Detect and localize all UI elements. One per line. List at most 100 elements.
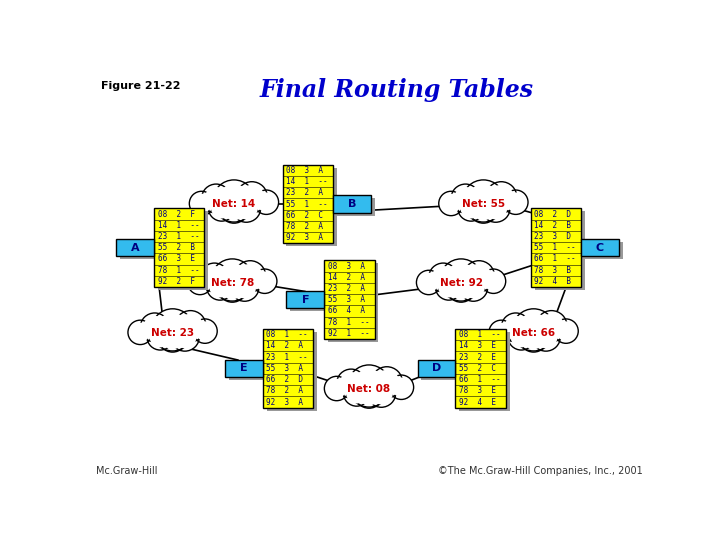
- FancyBboxPatch shape: [535, 211, 585, 290]
- Text: 55  3  A: 55 3 A: [266, 364, 303, 373]
- Ellipse shape: [436, 274, 462, 300]
- Text: 23  2  E: 23 2 E: [459, 353, 496, 362]
- Text: 23  1  --: 23 1 --: [266, 353, 308, 362]
- Text: 08  3  A: 08 3 A: [286, 166, 323, 175]
- Text: 23  2  A: 23 2 A: [286, 188, 323, 197]
- Text: Net: 92: Net: 92: [440, 278, 482, 288]
- Ellipse shape: [374, 370, 400, 395]
- Ellipse shape: [460, 197, 482, 219]
- Ellipse shape: [232, 193, 261, 222]
- Ellipse shape: [392, 377, 411, 397]
- Ellipse shape: [536, 310, 567, 342]
- Ellipse shape: [458, 194, 485, 221]
- Text: 92  3  A: 92 3 A: [286, 233, 323, 242]
- Text: 14  2  A: 14 2 A: [328, 273, 365, 282]
- Ellipse shape: [238, 264, 263, 289]
- Ellipse shape: [438, 191, 463, 215]
- Ellipse shape: [354, 380, 384, 408]
- Text: Net: 55: Net: 55: [462, 199, 505, 209]
- Ellipse shape: [462, 180, 505, 222]
- FancyBboxPatch shape: [154, 208, 204, 287]
- Text: 66  1  --: 66 1 --: [534, 254, 576, 264]
- Ellipse shape: [202, 184, 230, 213]
- Ellipse shape: [210, 276, 230, 298]
- Ellipse shape: [340, 372, 363, 395]
- Text: Net: 66: Net: 66: [512, 328, 555, 338]
- Ellipse shape: [208, 194, 235, 221]
- Ellipse shape: [444, 263, 478, 297]
- Ellipse shape: [451, 184, 480, 213]
- Ellipse shape: [128, 320, 153, 345]
- Text: F: F: [302, 295, 309, 305]
- Ellipse shape: [504, 316, 527, 339]
- Ellipse shape: [467, 184, 500, 218]
- Ellipse shape: [221, 276, 244, 299]
- Ellipse shape: [158, 323, 187, 352]
- Ellipse shape: [348, 365, 390, 407]
- FancyBboxPatch shape: [328, 264, 379, 342]
- FancyBboxPatch shape: [290, 294, 328, 312]
- Ellipse shape: [463, 261, 495, 292]
- Ellipse shape: [492, 322, 511, 342]
- Ellipse shape: [431, 266, 455, 289]
- Text: 92  4  B: 92 4 B: [534, 277, 571, 286]
- Ellipse shape: [506, 192, 526, 212]
- Ellipse shape: [522, 326, 545, 349]
- Text: 66  1  --: 66 1 --: [459, 375, 500, 384]
- Ellipse shape: [143, 316, 166, 339]
- Text: 55  1  --: 55 1 --: [286, 200, 328, 208]
- Ellipse shape: [161, 326, 184, 349]
- Text: Net: 23: Net: 23: [151, 328, 194, 338]
- Ellipse shape: [327, 379, 346, 399]
- FancyBboxPatch shape: [581, 239, 619, 256]
- Ellipse shape: [324, 376, 349, 401]
- Ellipse shape: [454, 187, 477, 210]
- Ellipse shape: [204, 187, 228, 210]
- Ellipse shape: [508, 323, 535, 350]
- Text: E: E: [240, 363, 248, 373]
- Text: 78  3  B: 78 3 B: [534, 266, 571, 275]
- Ellipse shape: [217, 184, 251, 218]
- Ellipse shape: [190, 273, 210, 292]
- Text: A: A: [131, 243, 140, 253]
- Ellipse shape: [503, 190, 528, 214]
- FancyBboxPatch shape: [229, 362, 267, 380]
- Ellipse shape: [416, 271, 441, 295]
- Ellipse shape: [203, 266, 226, 289]
- Ellipse shape: [235, 197, 258, 219]
- Ellipse shape: [207, 274, 233, 300]
- Text: Net: 08: Net: 08: [348, 384, 390, 394]
- Ellipse shape: [501, 313, 530, 342]
- Ellipse shape: [192, 194, 212, 213]
- Ellipse shape: [337, 369, 366, 398]
- Ellipse shape: [195, 321, 215, 341]
- Ellipse shape: [449, 276, 472, 299]
- Ellipse shape: [239, 185, 264, 210]
- Ellipse shape: [253, 269, 277, 293]
- Ellipse shape: [189, 191, 214, 215]
- Ellipse shape: [462, 275, 485, 299]
- FancyBboxPatch shape: [324, 260, 374, 339]
- FancyBboxPatch shape: [120, 242, 158, 259]
- Ellipse shape: [235, 261, 266, 292]
- Text: 66  2  C: 66 2 C: [286, 211, 323, 220]
- Ellipse shape: [485, 181, 517, 213]
- FancyBboxPatch shape: [531, 208, 581, 287]
- Ellipse shape: [513, 309, 555, 351]
- Text: 55  1  --: 55 1 --: [534, 243, 576, 252]
- Text: 14  2  A: 14 2 A: [266, 341, 303, 350]
- FancyBboxPatch shape: [116, 239, 154, 256]
- FancyBboxPatch shape: [287, 291, 324, 308]
- Ellipse shape: [178, 314, 203, 339]
- Ellipse shape: [230, 272, 259, 301]
- Ellipse shape: [469, 194, 498, 223]
- Ellipse shape: [140, 313, 169, 342]
- Ellipse shape: [467, 264, 492, 289]
- Ellipse shape: [357, 382, 381, 406]
- Text: 14  3  E: 14 3 E: [459, 341, 496, 350]
- Ellipse shape: [428, 263, 458, 292]
- Ellipse shape: [222, 197, 246, 220]
- FancyBboxPatch shape: [225, 360, 263, 377]
- Text: 14  1  --: 14 1 --: [286, 177, 328, 186]
- Text: 55  2  B: 55 2 B: [158, 243, 194, 252]
